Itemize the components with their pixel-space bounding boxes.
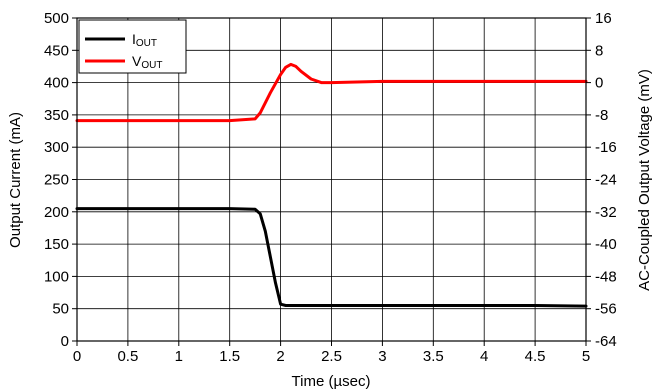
x-tick-label: 2 [276,348,284,365]
y-left-tick-label: 50 [52,301,69,318]
legend-vout-sub: OUT [141,60,162,71]
y-right-tick-label: -24 [595,172,617,189]
x-tick-label: 5 [582,348,590,365]
legend-box [78,19,187,74]
y-left-tick-label: 0 [61,333,69,350]
x-tick-label: 4.5 [525,348,546,365]
x-tick-label: 0 [73,348,81,365]
series-layer [75,62,588,308]
y-right-tick-label: -16 [595,139,617,156]
y-axis-right-label: AC-Coupled Output Voltage (mV) [636,69,653,291]
ticks [72,17,591,346]
series-line-i-out [75,207,588,308]
y-right-tick-label: 0 [595,75,603,92]
y-left-tick-label: 200 [44,204,69,221]
y-left-tick-label: 500 [44,10,69,27]
legend: IOUT VOUT [78,19,187,74]
y-left-tick-label: 150 [44,236,69,253]
series-line-v-out [75,62,588,123]
y-left-tick-label: 400 [44,75,69,92]
x-tick-label: 1 [175,348,183,365]
x-tick-label: 0.5 [117,348,138,365]
y-left-tick-label: 300 [44,139,69,156]
x-tick-label: 1.5 [219,348,240,365]
legend-iout-sub: OUT [136,38,157,49]
y-right-tick-label: -40 [595,236,617,253]
x-axis-label: Time (µsec) [292,373,371,390]
y-right-tick-label: -48 [595,268,617,285]
x-tick-label: 4 [480,348,488,365]
legend-iout-main: I [132,31,136,47]
y-right-tick-label: -64 [595,333,617,350]
legend-label-iout: IOUT [132,31,157,49]
y-right-tick-label: -32 [595,204,617,221]
x-tick-label: 3.5 [423,348,444,365]
y-right-tick-label: 8 [595,42,603,59]
y-left-tick-label: 250 [44,172,69,189]
y-left-tick-label: 450 [44,42,69,59]
y-axis-left-label: Output Current (mA) [7,112,24,248]
y-right-tick-label: -56 [595,301,617,318]
y-left-tick-label: 100 [44,268,69,285]
tick-labels: 0 0.5 1 1.5 2 2.5 3 3.5 4 4.5 50501001502002503003… [44,10,617,365]
x-tick-label: 3 [378,348,386,365]
y-right-tick-label: -8 [595,107,608,124]
legend-label-vout: VOUT [132,53,162,71]
x-tick-label: 2.5 [321,348,342,365]
y-right-tick-label: 16 [595,10,612,27]
legend-vout-main: V [132,53,142,69]
y-left-tick-label: 350 [44,107,69,124]
